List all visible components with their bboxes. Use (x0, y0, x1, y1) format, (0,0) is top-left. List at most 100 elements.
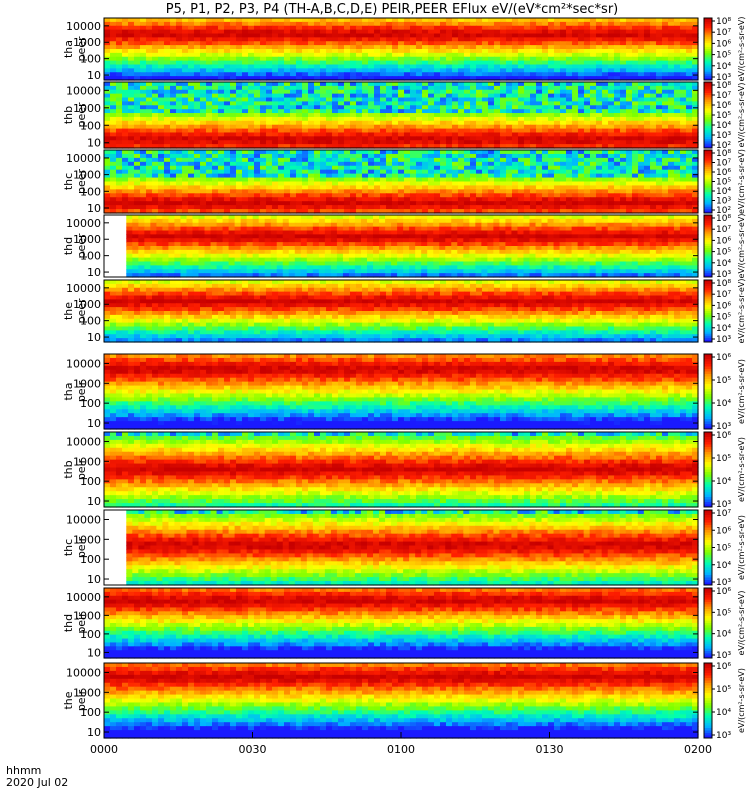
colorbar-tick-label: 10⁶ (716, 526, 731, 536)
chart-title: P5, P1, P2, P3, P4 (TH-A,B,C,D,E) PEIR,P… (166, 2, 619, 17)
colorbar-tick-label: 10⁸ (716, 17, 731, 27)
colorbar-tick-label: 10⁸ (716, 279, 731, 289)
colorbar-tick-label: 10³ (716, 197, 731, 207)
colorbar-tick-label: 10⁶ (716, 587, 731, 597)
colorbar-tick-label: 10⁷ (716, 159, 731, 169)
colorbar-tick-label: 10⁵ (716, 544, 731, 554)
colorbar-thd-peir: 10⁶ 10⁵ 10⁴ 10³ eV/(cm²-s-sr-eV) (704, 587, 746, 661)
colorbar-tick-label: 10⁵ (716, 178, 731, 188)
colorbar-tick-label: 10⁶ (716, 353, 731, 363)
y-tick-label: 10 (87, 202, 101, 215)
colorbar-tick-label: 10⁴ (716, 561, 731, 571)
y-tick-label: 10000 (66, 20, 101, 33)
spectrogram-thc-peer (104, 150, 699, 214)
colorbar-unit-label: eV/(cm²-s-sr-eV) (737, 591, 746, 656)
panel-probe-label: thb (62, 460, 75, 478)
panel-species-label: peir (75, 380, 88, 402)
y-tick-label: 10 (87, 266, 101, 279)
colorbar-tick-label: 10⁵ (716, 313, 731, 323)
colorbar-tick-label: 10⁸ (716, 149, 731, 159)
colorbar-tick-label: 10³ (716, 731, 731, 741)
colorbar-tick-label: 10⁵ (716, 454, 731, 464)
y-tick-label: 10000 (66, 513, 101, 526)
y-tick-label: 10 (87, 417, 101, 430)
y-tick-label: 10 (87, 137, 101, 150)
colorbar-tick-label: 10⁴ (716, 399, 731, 409)
colorbar-tick-label: 10⁴ (716, 62, 731, 72)
x-tick-label: 0000 (90, 743, 118, 756)
y-tick-label: 10000 (66, 357, 101, 370)
panel-species-label: peer (75, 298, 88, 324)
colorbar-tick-label: 10³ (716, 131, 731, 141)
colorbar-unit-label: eV/(cm²-s-sr-eV) (737, 83, 746, 148)
panel-probe-label: thd (62, 237, 75, 255)
x-tick-label: 0130 (536, 743, 564, 756)
y-tick-label: 10000 (66, 282, 101, 295)
panel-probe-label: thc (62, 539, 75, 556)
colorbar-tick-label: 10⁴ (716, 708, 731, 718)
y-tick-label: 10000 (66, 217, 101, 230)
colorbar-tick-label: 10⁸ (716, 81, 731, 91)
colorbar-unit-label: eV/(cm²-s-sr-eV) (737, 214, 746, 279)
colorbar-unit-label: eV/(cm²-s-sr-eV) (737, 279, 746, 344)
x-tick-label: 0200 (684, 743, 712, 756)
colorbar-tick-label: 10⁷ (716, 28, 731, 38)
spectrogram-thd-peir (104, 588, 699, 659)
colorbar-tick-label: 10⁴ (716, 324, 731, 334)
panel-species-label: peer (75, 102, 88, 128)
x-tick-label: 0030 (239, 743, 267, 756)
colorbar-tick-label: 10⁴ (716, 477, 731, 487)
panel-probe-label: tha (62, 382, 75, 400)
colorbar-tick-label: 10⁵ (716, 685, 731, 695)
colorbar-tick-label: 10⁸ (716, 214, 731, 224)
y-tick-label: 10 (87, 646, 101, 659)
y-tick-label: 10 (87, 573, 101, 586)
colorbar-unit-label: eV/(cm²-s-sr-eV) (737, 149, 746, 214)
panel-species-label: peir (75, 536, 88, 558)
date-label: 2020 Jul 02 (6, 776, 68, 789)
colorbar-tick-label: 10⁶ (716, 236, 731, 246)
panel-probe-label: tha (62, 40, 75, 58)
panel-species-label: peer (75, 233, 88, 259)
colorbar-tick-label: 10⁴ (716, 121, 731, 131)
colorbar-tick-label: 10⁵ (716, 51, 731, 61)
colorbar-tick-label: 10⁵ (716, 248, 731, 258)
y-tick-label: 10000 (66, 84, 101, 97)
panel-species-label: peer (75, 169, 88, 195)
colorbar-tick-label: 10⁴ (716, 630, 731, 640)
panel-probe-label: the (62, 302, 75, 320)
panel-species-label: peir (75, 689, 88, 711)
colorbar-tick-label: 10³ (716, 335, 731, 345)
colorbar-tick-label: 10⁷ (716, 225, 731, 235)
y-tick-label: 10000 (66, 435, 101, 448)
colorbar-tick-label: 10⁵ (716, 608, 731, 618)
y-tick-label: 10 (87, 726, 101, 739)
y-tick-label: 10000 (66, 152, 101, 165)
colorbar-tick-label: 10⁵ (716, 376, 731, 386)
y-tick-label: 10 (87, 331, 101, 344)
x-tick-label: 0100 (387, 743, 415, 756)
colorbar-tick-label: 10⁵ (716, 111, 731, 121)
panel-probe-label: thd (62, 614, 75, 632)
colorbar-tick-label: 10⁷ (716, 290, 731, 300)
colorbar-tick-label: 10³ (716, 651, 731, 661)
colorbar-unit-label: eV/(cm²-s-sr-eV) (737, 668, 746, 733)
